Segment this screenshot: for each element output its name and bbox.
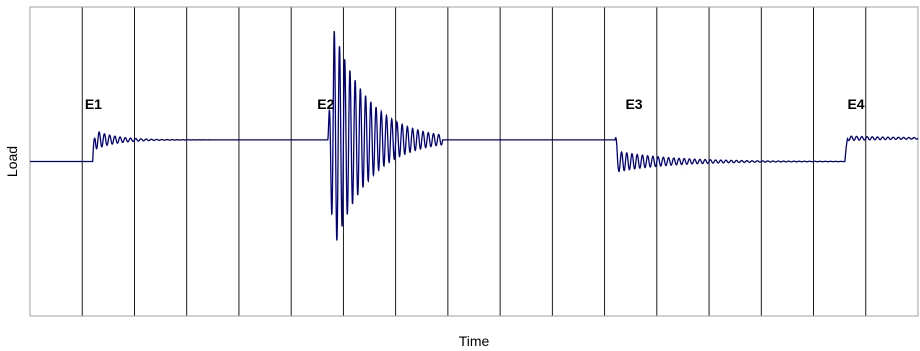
event-label-e3: E3	[625, 96, 642, 112]
event-annotations: E1 E2 E3 E4	[85, 96, 865, 112]
y-axis-label: Load	[4, 146, 20, 177]
event-label-e1: E1	[85, 96, 102, 112]
event-label-e4: E4	[847, 96, 864, 112]
x-axis-label: Time	[459, 333, 490, 349]
event-label-e2: E2	[317, 96, 334, 112]
load-series-line	[30, 30, 919, 241]
